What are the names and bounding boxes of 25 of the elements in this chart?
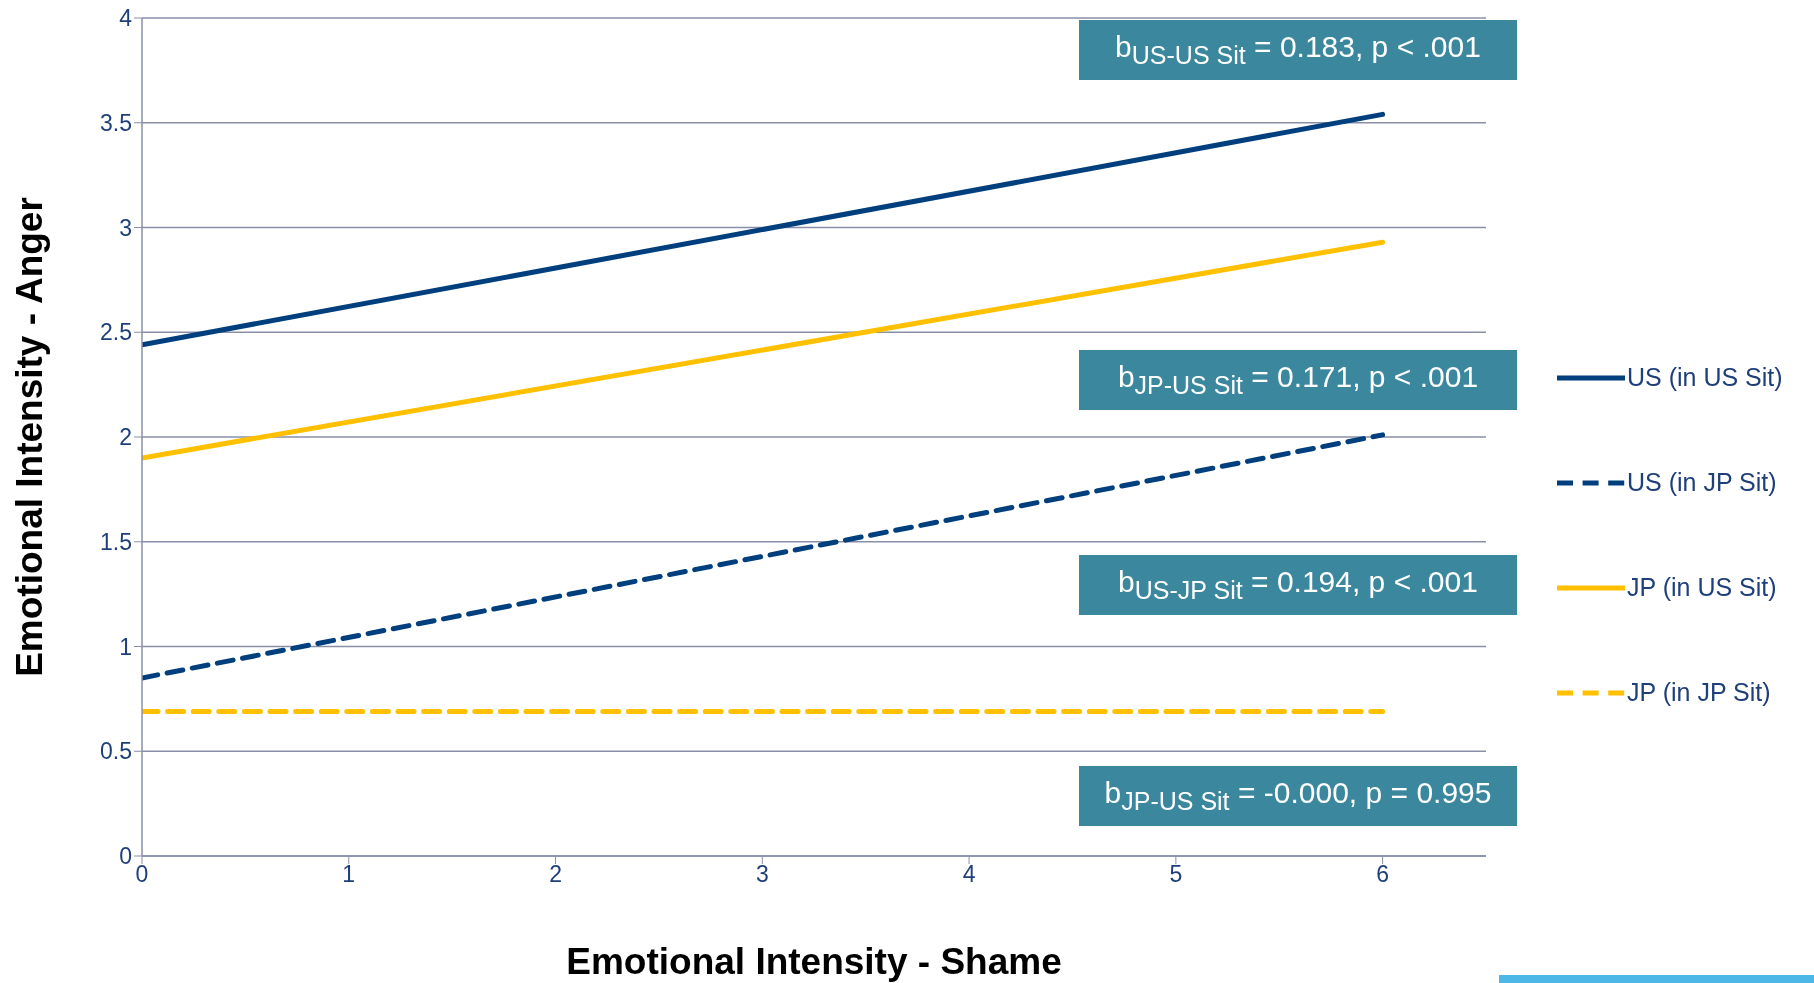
y-tick-label: 0 — [119, 843, 132, 870]
y-tick-label: 4 — [119, 5, 133, 32]
legend-label: JP (in JP Sit) — [1627, 678, 1771, 707]
y-tick-label: 3.5 — [100, 109, 132, 136]
annotation: b$_{JP-US Sit}$ = 0.171, p < .001 — [1117, 360, 1479, 400]
legend-label: US (in JP Sit) — [1627, 468, 1777, 497]
legend-label: JP (in US Sit) — [1627, 573, 1777, 602]
y-tick-label: 1 — [119, 633, 132, 660]
x-tick-label: 2 — [549, 861, 562, 888]
annotation: b$_{JP-US Sit}$ = -0.000, p = 0.995 — [1104, 776, 1492, 816]
annotation: b$_{US-US Sit}$ = 0.183, p < .001 — [1115, 30, 1481, 70]
y-tick-label: 2 — [119, 424, 132, 451]
x-tick-label: 5 — [1169, 861, 1183, 888]
x-tick-label: 4 — [962, 861, 976, 888]
y-tick-label: 1.5 — [100, 528, 132, 555]
y-tick-label: 3 — [119, 214, 132, 241]
x-tick-label: 3 — [755, 861, 769, 888]
x-axis-title: Emotional Intensity - Shame — [566, 941, 1062, 983]
y-tick-label: 2.5 — [100, 319, 132, 346]
y-tick-label: 0.5 — [100, 738, 132, 765]
legend-label: US (in US Sit) — [1627, 363, 1783, 392]
y-axis-title: Emotional Intensity - Anger — [9, 197, 51, 677]
x-tick-label: 6 — [1376, 861, 1390, 888]
x-tick-label: 1 — [342, 861, 356, 888]
annotation: b$_{US-JP Sit}$ = 0.194, p < .001 — [1118, 565, 1478, 605]
